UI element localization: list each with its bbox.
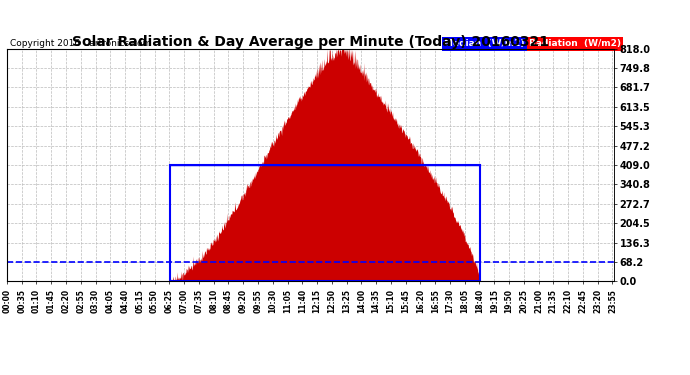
- Text: Copyright 2016 Cartronics.com: Copyright 2016 Cartronics.com: [10, 39, 151, 48]
- Bar: [170, 165, 480, 281]
- Text: Median  (W/m2): Median (W/m2): [444, 39, 524, 48]
- Text: Radiation  (W/m2): Radiation (W/m2): [529, 39, 621, 48]
- Title: Solar Radiation & Day Average per Minute (Today) 20160321: Solar Radiation & Day Average per Minute…: [72, 35, 549, 49]
